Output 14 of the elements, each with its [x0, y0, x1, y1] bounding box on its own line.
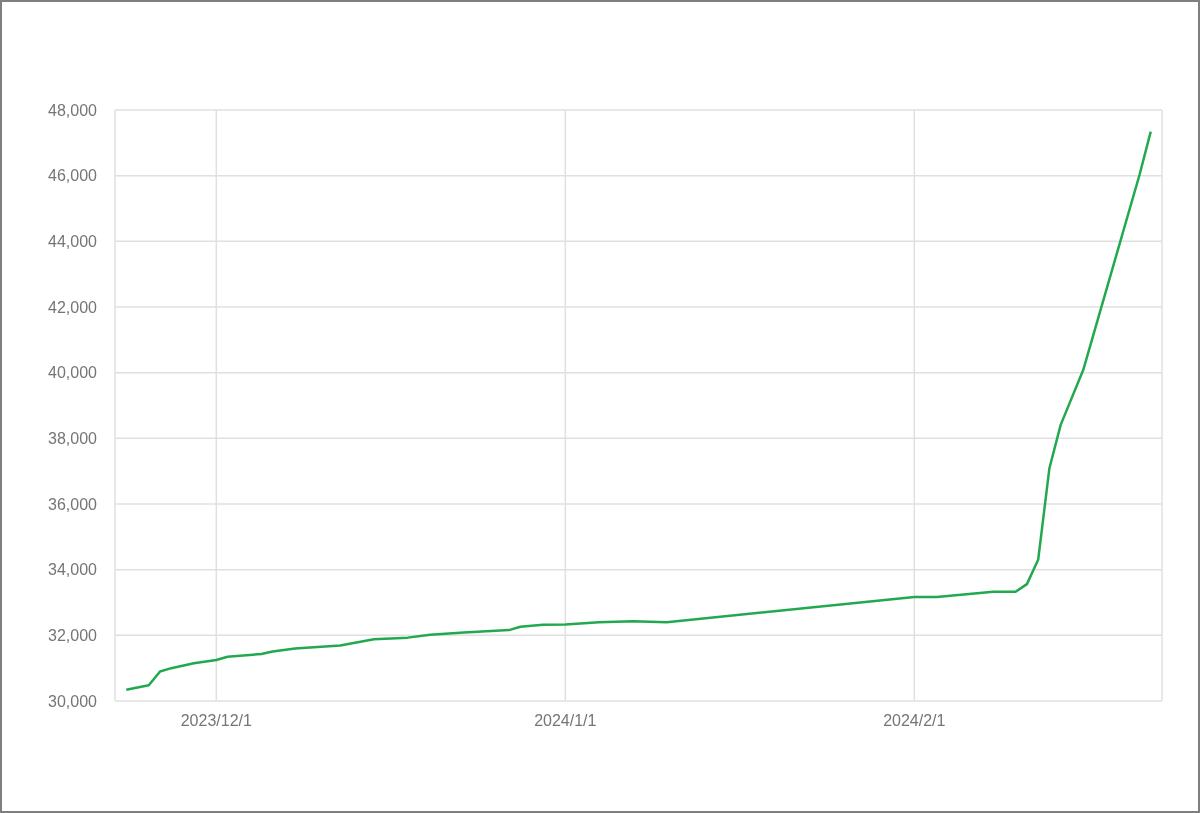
y-tick-label: 40,000	[48, 364, 98, 382]
y-tick-label: 46,000	[48, 167, 98, 185]
y-tick-label: 48,000	[48, 101, 98, 119]
y-tick-label: 32,000	[48, 627, 98, 645]
y-tick-label: 44,000	[48, 233, 98, 251]
y-tick-label: 42,000	[48, 298, 98, 316]
y-tick-label: 30,000	[48, 692, 98, 710]
x-tick-label: 2023/12/1	[180, 712, 253, 730]
line-series	[125, 130, 1152, 692]
y-tick-label: 38,000	[48, 430, 98, 448]
x-tick-label: 2024/2/1	[883, 712, 946, 730]
y-tick-label: 36,000	[48, 495, 98, 513]
x-tick-label: 2024/1/1	[534, 712, 597, 730]
y-tick-label: 34,000	[48, 561, 98, 579]
